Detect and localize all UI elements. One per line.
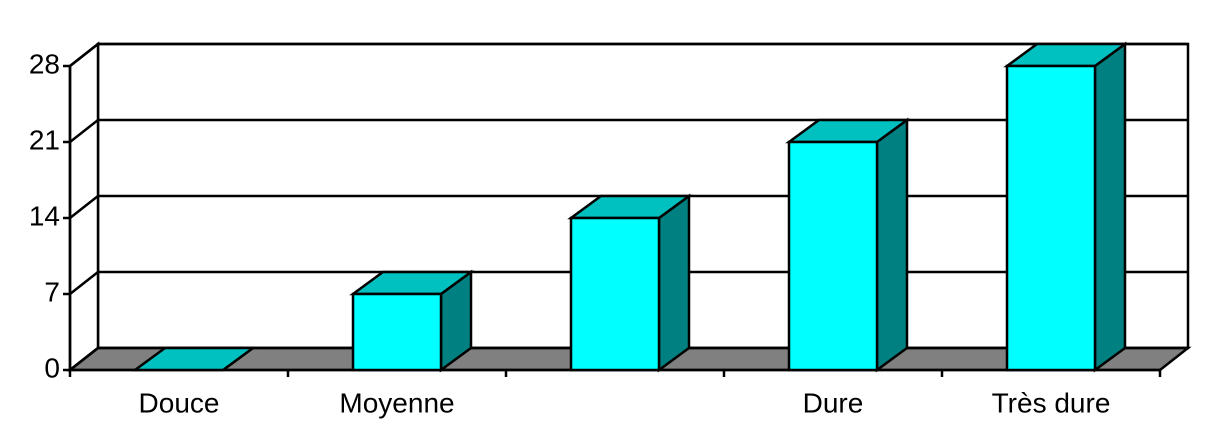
grid-line-side	[69, 195, 99, 219]
y-tick-label: 14	[29, 200, 60, 231]
x-tick-label: Moyenne	[339, 387, 454, 418]
grid-line-side	[69, 347, 99, 371]
x-tick-label: Dure	[803, 387, 864, 418]
bar	[351, 292, 443, 372]
bar	[569, 216, 661, 372]
bar	[787, 140, 879, 372]
y-tick-label: 7	[44, 276, 60, 307]
x-tick-label: Très dure	[992, 387, 1111, 418]
bar	[1005, 64, 1097, 372]
bar-top	[131, 346, 257, 372]
x-tick-label: Douce	[139, 387, 220, 418]
grid-line-side	[69, 43, 99, 67]
bar-side	[875, 117, 909, 373]
grid-line-side	[69, 119, 99, 143]
y-tick-label: 0	[44, 352, 60, 383]
bar-side	[657, 193, 691, 373]
y-tick-label: 28	[29, 48, 60, 79]
bar-side	[1093, 41, 1127, 373]
y-tick-label: 21	[29, 124, 60, 155]
grid-line-side	[69, 271, 99, 295]
